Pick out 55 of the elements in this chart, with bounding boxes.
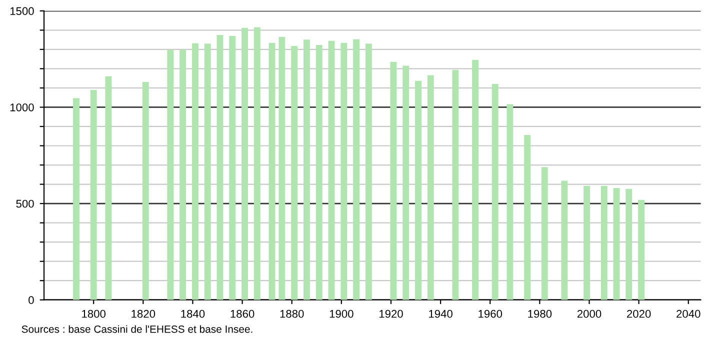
bar xyxy=(561,180,568,300)
bar xyxy=(291,46,298,300)
bar xyxy=(427,75,434,300)
x-tick-label: 2000 xyxy=(577,310,602,318)
bar xyxy=(600,186,608,300)
bar xyxy=(304,40,310,300)
bar xyxy=(402,66,410,300)
bar xyxy=(340,42,348,300)
y-tick-label: 1000 xyxy=(10,103,34,112)
bar xyxy=(506,104,514,300)
bar xyxy=(365,44,372,300)
x-tick-label: 1940 xyxy=(429,310,452,318)
bar xyxy=(492,84,498,300)
bar xyxy=(541,167,548,300)
bar xyxy=(390,62,397,300)
x-tick-label: 1920 xyxy=(379,310,403,318)
x-tick-label: 1840 xyxy=(181,310,205,318)
x-tick-label: 1820 xyxy=(132,310,156,318)
bar xyxy=(216,34,224,300)
y-tick-label: 0 xyxy=(28,296,34,304)
bar xyxy=(180,50,186,300)
bar xyxy=(638,200,645,300)
bar xyxy=(316,44,322,300)
bar xyxy=(229,36,236,300)
bar xyxy=(142,82,149,300)
bar xyxy=(105,76,112,300)
bar xyxy=(192,43,198,300)
x-tick-label: 1860 xyxy=(230,310,254,318)
bar xyxy=(254,27,260,300)
x-tick-label: 2020 xyxy=(627,310,651,318)
bar xyxy=(242,28,248,300)
bar xyxy=(613,188,620,300)
bar xyxy=(167,50,174,300)
x-tick-label: 1900 xyxy=(330,310,354,318)
bar xyxy=(328,40,335,300)
x-tick-label: 1880 xyxy=(280,310,304,318)
bar xyxy=(472,60,478,300)
bar xyxy=(524,134,531,300)
bar xyxy=(278,36,286,300)
y-tick-label: 1500 xyxy=(10,7,34,16)
bar xyxy=(584,186,590,300)
bar xyxy=(268,42,276,300)
source-note: Sources : base Cassini de l'EHESS et base Insee. xyxy=(22,325,252,333)
x-tick-label: 1960 xyxy=(478,310,502,318)
bar xyxy=(73,98,80,300)
bar xyxy=(452,70,459,300)
bar xyxy=(415,80,422,300)
bar xyxy=(353,39,360,300)
x-tick-label: 1980 xyxy=(528,310,552,318)
x-tick-label: 1800 xyxy=(82,310,106,318)
bar xyxy=(626,188,632,300)
y-tick-label: 500 xyxy=(16,200,34,208)
x-tick-label: 2040 xyxy=(676,310,700,318)
bar xyxy=(90,90,97,300)
bar xyxy=(204,44,211,300)
